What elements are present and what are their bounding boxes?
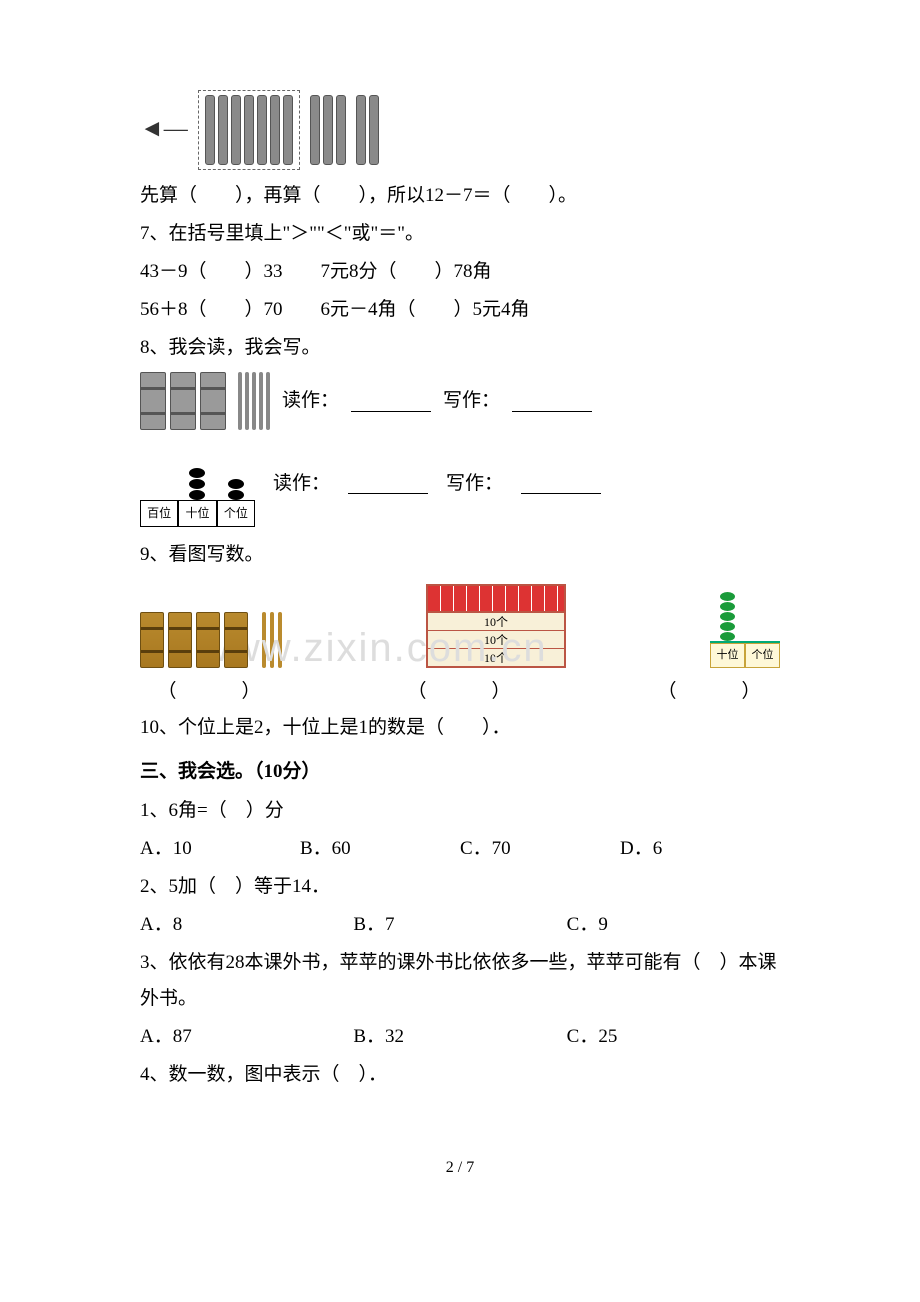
stick-group-2 xyxy=(356,95,379,165)
arrow-left-icon: ◄— xyxy=(140,107,188,153)
blank-input[interactable] xyxy=(512,391,592,412)
q7-lead: 7、在括号里填上"＞""＜"或"＝"。 xyxy=(140,216,780,252)
paren-blank[interactable]: （ ） xyxy=(390,674,530,710)
q9-lead: 9、看图写数。 xyxy=(140,537,780,573)
q8-item1-write-label: 写作： xyxy=(443,383,500,419)
q9-figures: 10个 10个 10个 十位 个位 xyxy=(140,583,780,668)
apple-layer-label: 10个 xyxy=(428,612,564,630)
option[interactable]: C．70 xyxy=(460,831,620,867)
q6-sticks-figure: ◄— xyxy=(140,90,780,170)
option[interactable]: A．87 xyxy=(140,1019,353,1055)
option[interactable]: C．25 xyxy=(567,1019,780,1055)
option[interactable]: D．6 xyxy=(620,831,780,867)
q8-item1-read-label: 读作： xyxy=(282,383,339,419)
s3-q1-stem: 1、6角=（ ）分 xyxy=(140,793,780,829)
q9-bundles xyxy=(140,612,282,668)
page-footer: 2 / 7 xyxy=(140,1153,780,1183)
s3-q2-opts: A．8 B．7 C．9 xyxy=(140,907,780,943)
abacus-col-label: 百位 xyxy=(140,501,178,527)
apple-layer-label: 10个 xyxy=(428,648,564,666)
q10: 10、个位上是2，十位上是1的数是（ ）． xyxy=(140,710,780,746)
abacus2-col-label: 十位 xyxy=(710,643,745,668)
q8-lead: 8、我会读，我会写。 xyxy=(140,330,780,366)
q9-answers: （ ） （ ） （ ） xyxy=(140,674,780,710)
q9-apple-box: 10个 10个 10个 xyxy=(426,584,566,668)
q7-row1: 43－9（ ）33 7元8分（ ）78角 xyxy=(140,254,780,290)
dashed-stick-group xyxy=(198,90,300,170)
blank-input[interactable] xyxy=(351,391,431,412)
option[interactable]: A．8 xyxy=(140,907,353,943)
option[interactable]: B．7 xyxy=(353,907,566,943)
abacus-figure: 百位 十位 个位 xyxy=(140,440,255,527)
s3-q2-stem: 2、5加（ ）等于14． xyxy=(140,869,780,905)
s3-q4-stem: 4、数一数，图中表示（ ）． xyxy=(140,1057,780,1093)
s3-q3-opts: A．87 B．32 C．25 xyxy=(140,1019,780,1055)
q8-item1: 读作： 写作： xyxy=(140,372,780,430)
option[interactable]: B．32 xyxy=(353,1019,566,1055)
apple-layer-label: 10个 xyxy=(428,630,564,648)
q6-text: 先算（ ），再算（ ），所以12－7＝（ ）。 xyxy=(140,178,780,214)
abacus-col-label: 个位 xyxy=(217,501,255,527)
option[interactable]: C．9 xyxy=(567,907,780,943)
section3-head: 三、我会选。（10分） xyxy=(140,754,780,790)
s3-q3-stem: 3、依依有28本课外书，苹苹的课外书比依依多一些，苹苹可能有（ ）本课外书。 xyxy=(140,945,780,1017)
q9-abacus: 十位 个位 xyxy=(710,583,780,668)
abacus-col-label: 十位 xyxy=(178,501,216,527)
paren-blank[interactable]: （ ） xyxy=(640,674,780,710)
blank-input[interactable] xyxy=(348,473,428,494)
s3-q1-opts: A．10 B．60 C．70 D．6 xyxy=(140,831,780,867)
abacus2-col-label: 个位 xyxy=(745,643,780,668)
blank-input[interactable] xyxy=(521,473,601,494)
paren-blank[interactable]: （ ） xyxy=(140,674,280,710)
q8-item2-read-label: 读作： xyxy=(273,466,330,502)
q8-item2-write-label: 写作： xyxy=(446,466,503,502)
q7-row2: 56＋8（ ）70 6元－4角（ ）5元4角 xyxy=(140,292,780,328)
option[interactable]: B．60 xyxy=(300,831,460,867)
stick-group-1 xyxy=(310,95,346,165)
option[interactable]: A．10 xyxy=(140,831,300,867)
q8-item2: 百位 十位 个位 读作： 写作： xyxy=(140,440,780,527)
